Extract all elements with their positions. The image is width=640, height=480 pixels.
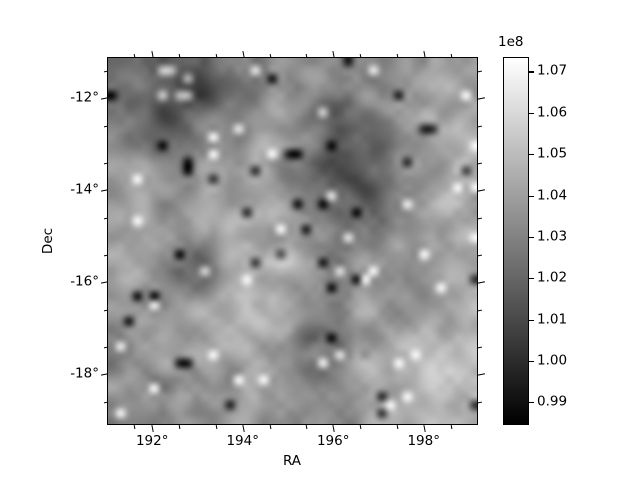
- tick-mark: [477, 217, 482, 220]
- tick-mark: [179, 424, 181, 429]
- y-tick-label: -18°: [70, 365, 99, 382]
- tick-mark: [396, 53, 398, 58]
- tick-mark: [477, 309, 482, 312]
- tick-mark: [450, 424, 453, 429]
- tick-mark: [477, 97, 485, 101]
- colorbar-offset-text: 1e8: [498, 34, 524, 50]
- tick-mark: [215, 424, 217, 429]
- tick-mark: [360, 424, 362, 429]
- tick-mark: [305, 424, 308, 429]
- colorbar-tick-mark: [529, 112, 534, 114]
- colorbar-tick-label: 1.06: [537, 104, 568, 121]
- y-tick-label: -12°: [70, 89, 99, 106]
- colorbar-tick-mark: [529, 154, 534, 156]
- tick-mark: [332, 50, 335, 58]
- tick-mark: [477, 189, 485, 193]
- colorbar[interactable]: [503, 57, 529, 425]
- tick-mark: [151, 50, 154, 58]
- tick-mark: [242, 50, 245, 58]
- tick-mark: [423, 50, 426, 58]
- tick-mark: [477, 254, 482, 257]
- y-tick-label: -16°: [70, 273, 99, 290]
- tick-mark: [477, 162, 482, 165]
- colorbar-tick-mark: [529, 71, 534, 73]
- tick-mark: [133, 53, 136, 58]
- tick-mark: [423, 424, 426, 432]
- tick-mark: [477, 281, 485, 285]
- tick-mark: [151, 424, 154, 432]
- colorbar-tick-label: 1.04: [537, 186, 568, 203]
- colorbar-tick-mark: [529, 360, 534, 362]
- tick-mark: [103, 162, 108, 165]
- colorbar-tick-label: 1.03: [537, 228, 568, 245]
- x-tick-label: 194°: [226, 433, 259, 449]
- tick-mark: [103, 254, 108, 257]
- colorbar-tick-mark: [529, 195, 534, 197]
- sky-map-axes[interactable]: [107, 57, 478, 425]
- colorbar-tick-label: 1.00: [537, 352, 568, 369]
- tick-mark: [305, 53, 308, 58]
- sky-map-heatmap-image: [108, 58, 477, 424]
- x-axis-title: RA: [282, 453, 302, 469]
- colorbar-tick-label: 1.05: [537, 145, 568, 162]
- x-tick-label: 196°: [316, 433, 350, 449]
- colorbar-tick-mark: [529, 236, 534, 238]
- tick-mark: [477, 373, 485, 377]
- x-tick-label: 198°: [407, 433, 440, 449]
- colorbar-gradient: [504, 58, 528, 424]
- colorbar-tick-mark: [529, 319, 534, 321]
- colorbar-tick-label: 1.07: [537, 62, 568, 79]
- tick-mark: [477, 70, 482, 73]
- colorbar-tick-mark: [529, 402, 534, 404]
- colorbar-tick-label: 1.02: [537, 269, 568, 286]
- tick-mark: [396, 424, 398, 429]
- tick-mark: [332, 424, 335, 432]
- tick-mark: [477, 346, 482, 349]
- y-tick-label: -14°: [70, 181, 99, 198]
- tick-mark: [133, 424, 136, 429]
- x-tick-label: 192°: [135, 433, 169, 449]
- tick-mark: [103, 70, 108, 73]
- tick-mark: [103, 346, 108, 349]
- tick-mark: [450, 53, 453, 58]
- y-axis-title: Dec: [40, 227, 56, 255]
- colorbar-tick-label: 0.99: [537, 393, 568, 410]
- tick-mark: [269, 424, 272, 429]
- tick-mark: [215, 53, 217, 58]
- tick-mark: [477, 125, 482, 128]
- colorbar-tick-mark: [529, 278, 534, 280]
- tick-mark: [269, 53, 272, 58]
- colorbar-tick-label: 1.01: [537, 310, 568, 327]
- tick-mark: [242, 424, 245, 432]
- tick-mark: [477, 401, 482, 404]
